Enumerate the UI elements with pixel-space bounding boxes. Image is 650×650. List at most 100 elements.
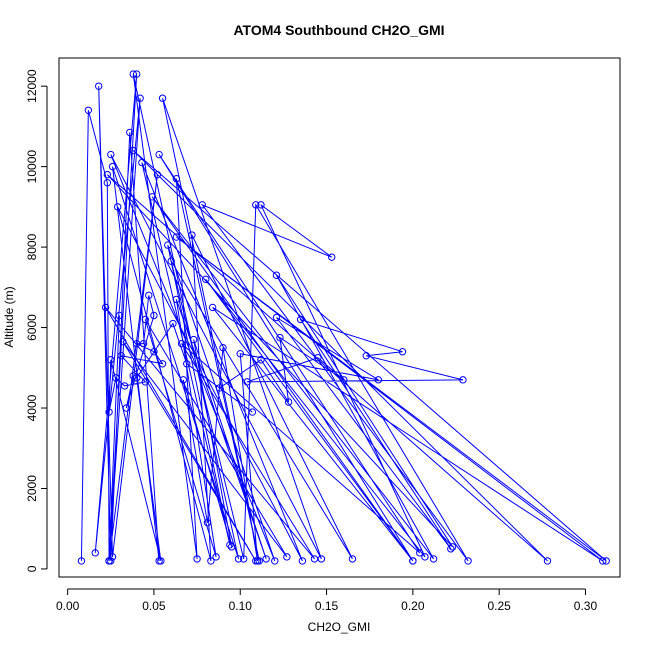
data-point (283, 553, 291, 561)
y-axis: 0 2000 4000 6000 8000 10000 12000 (25, 69, 48, 572)
data-point (262, 555, 270, 563)
y-tick-label: 4000 (25, 394, 39, 421)
data-point (167, 257, 175, 265)
data-point (169, 319, 177, 328)
data-point (108, 162, 117, 171)
data-point (129, 70, 137, 78)
data-point (150, 311, 158, 320)
data-point (459, 376, 467, 384)
x-tick-label: 0.05 (142, 599, 166, 613)
data-point (271, 557, 279, 565)
y-axis-label: Altitude (m) (2, 286, 16, 347)
y-tick-label: 6000 (25, 314, 39, 341)
series-line (80, 73, 607, 562)
data-point (183, 360, 191, 368)
data-point (129, 146, 137, 155)
data-point (202, 275, 210, 283)
data-point (416, 549, 424, 557)
data-point (215, 384, 224, 392)
data-point (77, 557, 86, 565)
data-point (141, 315, 150, 324)
data-point (348, 555, 357, 563)
data-point (234, 555, 243, 563)
data-point (91, 549, 99, 557)
x-tick-label: 0.30 (574, 599, 598, 613)
data-point (136, 94, 144, 102)
data-point (257, 201, 265, 209)
data-point (105, 408, 113, 416)
data-point (447, 545, 455, 553)
data-point (108, 553, 117, 561)
data-point (317, 555, 326, 563)
data-point (172, 174, 181, 183)
data-point (113, 203, 122, 211)
data-point (276, 333, 284, 342)
x-axis-label: CH2O_GMI (308, 620, 371, 634)
data-point (272, 313, 281, 322)
data-point (314, 354, 322, 362)
data-point (189, 335, 198, 344)
x-tick-label: 0.20 (401, 599, 425, 613)
data-point (117, 352, 125, 360)
data-point (158, 360, 167, 368)
data-point (296, 315, 305, 324)
data-point (172, 295, 181, 304)
data-point (207, 557, 215, 565)
data-point (421, 553, 429, 561)
data-point (84, 106, 93, 115)
data-point (409, 557, 417, 565)
data-point (284, 398, 293, 406)
data-point (599, 557, 607, 565)
data-point (157, 557, 165, 565)
y-tick-label: 12000 (25, 69, 39, 103)
data-point (119, 337, 127, 346)
data-point (243, 378, 251, 386)
data-point (362, 352, 370, 360)
data-point (203, 518, 212, 527)
data-point (198, 201, 206, 209)
y-tick-label: 0 (25, 565, 39, 572)
data-point (126, 128, 134, 137)
data-point (248, 408, 257, 416)
data-point (602, 557, 610, 565)
data-point (103, 179, 112, 187)
chart-title: ATOM4 Southbound CH2O_GMI (233, 22, 444, 38)
data-point (310, 555, 319, 563)
series-lines (80, 73, 607, 562)
data-point (122, 404, 131, 412)
x-tick-label: 0.10 (229, 599, 253, 613)
data-point (179, 376, 187, 384)
data-point (239, 555, 248, 563)
data-point (164, 241, 172, 249)
data-point (543, 557, 552, 565)
y-tick-label: 2000 (25, 475, 39, 502)
data-point (153, 170, 162, 179)
data-point (208, 303, 217, 312)
data-point (340, 376, 348, 384)
data-point (298, 557, 307, 565)
data-point (107, 356, 115, 364)
data-point (464, 557, 472, 565)
data-point (139, 339, 148, 348)
data-point (132, 70, 141, 78)
data-point (158, 94, 167, 102)
data-point (219, 343, 227, 352)
data-point (95, 82, 103, 90)
data-point (257, 356, 265, 364)
data-point (107, 150, 115, 159)
data-point (448, 543, 457, 551)
x-axis: 0.00 0.05 0.10 0.15 0.20 0.25 0.30 (56, 588, 598, 613)
x-tick-label: 0.25 (487, 599, 511, 613)
y-tick-label: 10000 (25, 150, 39, 184)
x-tick-label: 0.15 (315, 599, 339, 613)
data-point (129, 372, 137, 380)
y-tick-label: 8000 (25, 233, 39, 260)
data-point (112, 374, 120, 382)
data-point (145, 291, 153, 300)
data-point (398, 347, 407, 356)
data-point (120, 382, 129, 390)
data-point (150, 347, 158, 356)
data-point (226, 541, 234, 549)
data-point (155, 150, 163, 159)
data-point (115, 311, 124, 320)
